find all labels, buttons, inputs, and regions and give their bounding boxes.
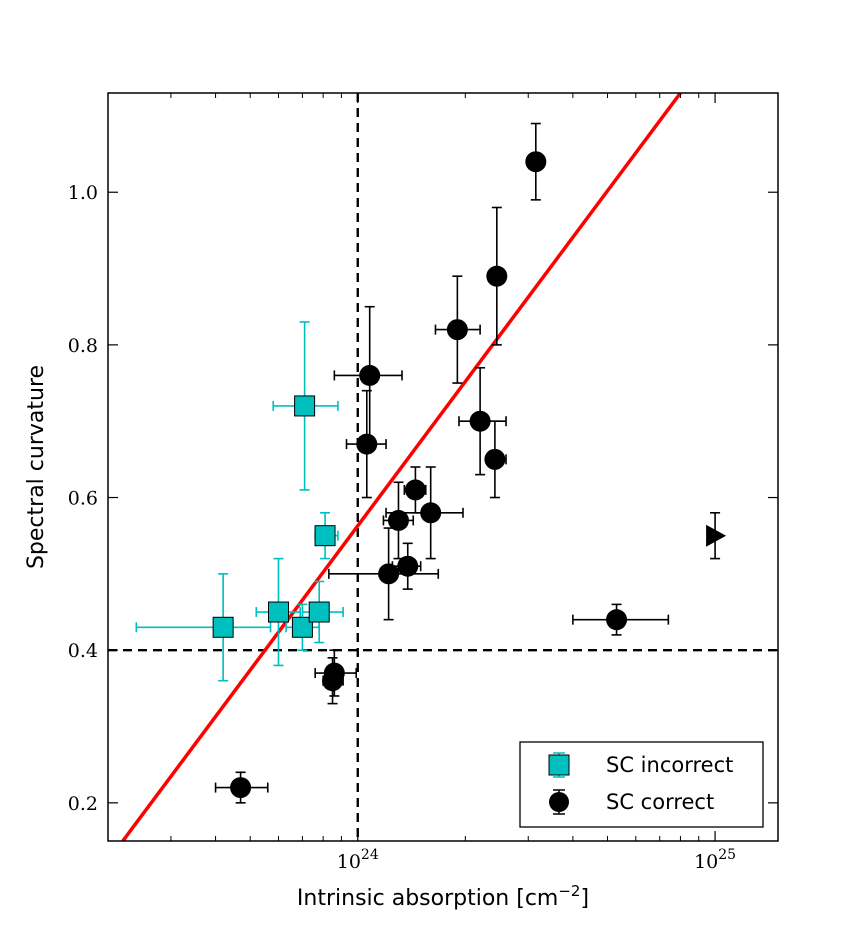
circle-marker xyxy=(397,555,419,577)
circle-marker xyxy=(446,319,468,341)
y-tick-label-2: 0.6 xyxy=(68,488,98,510)
sc-correct-point-15 xyxy=(214,771,269,804)
legend-label-sc-correct: SC correct xyxy=(606,790,714,814)
circle-marker xyxy=(484,448,506,470)
circle-marker xyxy=(359,364,381,386)
x-tick-base: 10 xyxy=(337,851,361,873)
x-axis-label-end: ] xyxy=(580,886,589,911)
sc-correct-point-10 xyxy=(391,542,422,590)
y-tick-label-1: 0.4 xyxy=(68,640,98,662)
square-marker xyxy=(291,616,313,638)
legend-marker-sc-correct xyxy=(549,789,569,815)
sc-correct-point-11 xyxy=(328,527,440,621)
circle-marker xyxy=(322,670,344,692)
x-tick-label-1: 1025 xyxy=(694,847,736,873)
circle-marker xyxy=(230,777,252,799)
sc-correct-point-7 xyxy=(403,466,427,514)
square-marker xyxy=(308,601,330,623)
sc-correct-point-6 xyxy=(484,420,507,499)
sc-incorrect-point-3 xyxy=(255,557,301,667)
legend-marker-sc-incorrect xyxy=(548,752,570,778)
triangle-right-marker xyxy=(706,524,727,547)
sc-correct-point-5 xyxy=(345,389,387,499)
sc-correct-point-1 xyxy=(486,206,508,346)
circle-marker xyxy=(486,265,508,287)
sc-correct-point-4 xyxy=(458,366,507,476)
circle-marker xyxy=(420,502,442,524)
x-tick-exponent: 25 xyxy=(718,847,736,863)
plot-frame xyxy=(107,92,779,842)
square-marker xyxy=(267,601,289,623)
circle-marker xyxy=(404,479,426,501)
circle-marker xyxy=(378,563,400,585)
sc-incorrect-point-5 xyxy=(301,580,344,644)
sc-correct-point-3 xyxy=(333,305,403,445)
legend: SC incorrect SC correct xyxy=(519,741,764,828)
circle-marker xyxy=(525,151,547,173)
x-axis-label: Intrinsic absorption [cm−2] xyxy=(297,882,589,911)
y-tick-label-0: 0.2 xyxy=(68,793,98,815)
sc-correct-point-12 xyxy=(572,603,670,636)
square-marker xyxy=(294,395,316,417)
circle-marker xyxy=(606,609,628,631)
circle-marker xyxy=(387,509,409,531)
sc-correct-point-2 xyxy=(434,275,481,384)
lower-limit-point-0 xyxy=(706,511,727,560)
fit-line-layer xyxy=(121,93,682,841)
legend-label-sc-incorrect: SC incorrect xyxy=(606,753,733,777)
y-axis-label: Spectral curvature xyxy=(24,365,49,569)
sc-incorrect-point-1 xyxy=(314,511,339,560)
circle-marker xyxy=(469,410,491,432)
x-tick-label-0: 1024 xyxy=(337,847,379,873)
data-layer xyxy=(135,122,727,804)
x-tick-base: 10 xyxy=(694,851,718,873)
sc-correct-point-14 xyxy=(322,657,344,705)
sc-incorrect-point-0 xyxy=(272,321,339,491)
sc-correct-point-9 xyxy=(382,481,415,560)
sc-incorrect-point-2 xyxy=(135,573,272,682)
fit-line xyxy=(121,93,682,841)
square-marker xyxy=(212,616,234,638)
reference-lines xyxy=(108,93,778,841)
y-tick-label-4: 1.0 xyxy=(68,182,98,204)
x-axis-label-main: Intrinsic absorption [cm xyxy=(297,886,558,911)
x-tick-exponent: 24 xyxy=(361,847,379,863)
x-axis-label-superscript: −2 xyxy=(558,882,580,900)
circle-marker xyxy=(356,433,378,455)
square-marker xyxy=(314,525,336,547)
y-tick-label-3: 0.8 xyxy=(68,335,98,357)
sc-correct-point-0 xyxy=(525,122,547,201)
